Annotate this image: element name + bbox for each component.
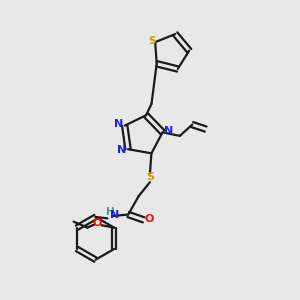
Text: O: O xyxy=(144,214,154,224)
Text: H: H xyxy=(106,207,115,217)
Text: S: S xyxy=(146,172,154,182)
Text: S: S xyxy=(148,36,156,46)
Text: N: N xyxy=(114,119,123,129)
Text: N: N xyxy=(110,210,119,220)
Text: N: N xyxy=(164,126,174,136)
Text: O: O xyxy=(93,218,102,228)
Text: N: N xyxy=(117,145,126,155)
